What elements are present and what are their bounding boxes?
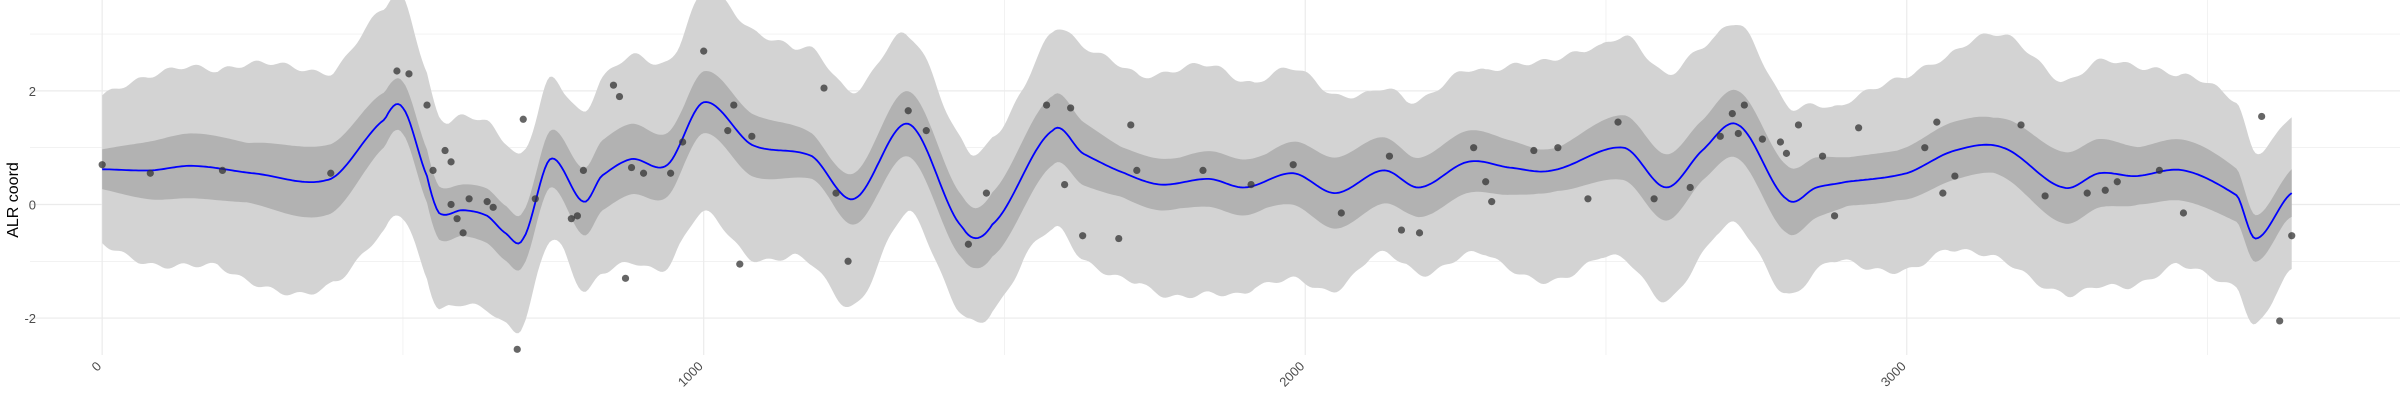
data-point	[531, 195, 539, 203]
data-point	[1530, 146, 1538, 155]
data-point	[922, 127, 930, 135]
data-point	[1782, 149, 1791, 157]
data-point	[489, 203, 497, 211]
y-tick-label: 0	[29, 197, 36, 212]
data-point	[1728, 110, 1736, 118]
data-point	[1042, 101, 1051, 109]
data-point	[2017, 121, 2025, 129]
data-point	[1758, 135, 1766, 143]
data-point	[218, 166, 227, 174]
data-point	[1415, 229, 1424, 237]
data-point	[2288, 232, 2296, 240]
data-point	[1397, 226, 1406, 234]
data-point	[441, 146, 449, 155]
data-point	[579, 166, 588, 174]
data-point	[483, 198, 491, 206]
data-point	[1470, 144, 1478, 152]
data-point	[1818, 152, 1827, 160]
data-point	[567, 215, 575, 223]
data-point	[465, 195, 473, 203]
data-point	[1385, 152, 1394, 160]
data-point	[1199, 166, 1207, 174]
data-point	[2113, 178, 2121, 186]
data-point	[393, 67, 401, 75]
data-point	[1951, 172, 1959, 180]
data-point	[2083, 189, 2091, 197]
y-tick-label: -2	[24, 311, 36, 326]
data-point	[639, 169, 648, 177]
data-point	[615, 92, 624, 101]
data-point	[1794, 121, 1803, 129]
data-point	[98, 161, 106, 169]
data-point	[679, 138, 687, 146]
data-point	[1067, 104, 1075, 112]
data-point	[1740, 101, 1748, 109]
confidence-bands	[102, 0, 2292, 334]
data-point	[1337, 209, 1345, 217]
y-axis-title: ALR coord	[5, 162, 22, 238]
data-point	[1939, 189, 1947, 197]
data-point	[1127, 121, 1135, 129]
data-point	[1650, 195, 1658, 203]
data-point	[513, 345, 521, 353]
data-point	[1686, 183, 1694, 192]
data-point	[1289, 161, 1297, 169]
data-point	[1079, 232, 1087, 240]
data-point	[621, 274, 630, 282]
data-point	[1776, 138, 1785, 146]
data-point	[1734, 129, 1742, 138]
data-point	[459, 229, 467, 237]
data-point	[1482, 178, 1490, 186]
data-point	[844, 257, 852, 265]
data-point	[667, 169, 675, 177]
data-point	[904, 107, 912, 115]
data-point	[453, 215, 461, 223]
data-point	[627, 163, 636, 172]
data-point	[2155, 166, 2163, 174]
data-point	[982, 189, 991, 197]
inner-band	[102, 71, 2292, 271]
data-point	[964, 240, 972, 248]
data-point	[1584, 195, 1592, 203]
data-point	[1933, 118, 1941, 126]
data-point	[2101, 186, 2109, 194]
data-point	[1921, 144, 1929, 152]
data-point	[429, 166, 437, 174]
data-point	[1614, 118, 1622, 126]
data-point	[2276, 317, 2284, 325]
data-point	[609, 81, 618, 89]
data-point	[1855, 124, 1863, 132]
y-tick-label: 2	[29, 84, 36, 99]
data-point	[748, 132, 756, 140]
data-point	[1247, 181, 1255, 189]
mean-line	[102, 101, 2293, 245]
data-point	[447, 200, 455, 209]
data-point	[2258, 112, 2266, 121]
data-point	[519, 115, 527, 123]
data-point	[1554, 144, 1562, 152]
data-point	[423, 101, 431, 109]
data-point	[327, 169, 335, 177]
data-point	[146, 169, 154, 177]
data-point	[730, 101, 738, 109]
data-point	[1716, 132, 1724, 140]
data-point	[1133, 166, 1141, 174]
data-point	[1061, 181, 1069, 189]
data-point	[447, 158, 455, 166]
data-point	[1830, 212, 1839, 220]
data-point	[573, 212, 581, 220]
data-point	[724, 127, 732, 135]
mean-line-group	[102, 101, 2293, 245]
data-point	[2041, 192, 2049, 200]
data-point	[1488, 198, 1496, 206]
data-point	[1115, 234, 1123, 243]
data-point	[405, 70, 413, 78]
observation-points	[98, 47, 2296, 353]
data-point	[700, 47, 708, 55]
data-point	[832, 189, 840, 197]
data-point	[736, 260, 744, 268]
data-point	[2179, 209, 2188, 217]
data-point	[820, 84, 828, 92]
